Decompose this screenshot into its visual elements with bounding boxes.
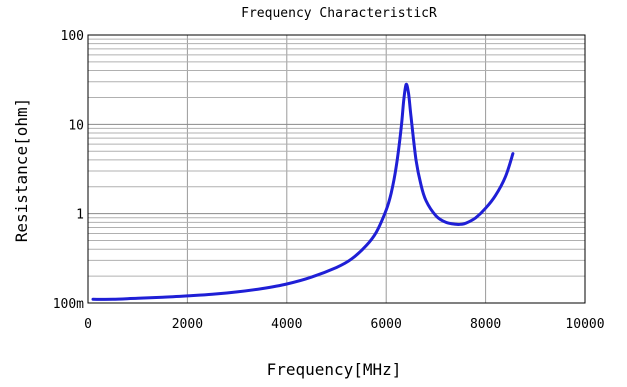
x-tick-labels: 0 2000 4000 6000 8000 10000 [84,317,604,332]
grid-lines [87,35,586,304]
x-tick-label: 6000 [371,317,402,332]
resistance-series-line [91,82,515,301]
x-tick-label: 10000 [565,317,604,332]
y-axis-label: Resistance[ohm] [12,98,31,243]
y-tick-label: 100m [53,297,84,312]
y-tick-label: 100 [61,29,84,44]
plot-frame [87,34,586,304]
x-tick-label: 0 [84,317,92,332]
y-tick-labels: 100m 1 10 100 [53,29,84,312]
y-tick-label: 10 [68,118,84,133]
x-tick-label: 2000 [172,317,203,332]
x-axis-label: Frequency[MHz] [267,360,402,379]
x-tick-label: 8000 [470,317,501,332]
y-tick-label: 1 [76,208,84,223]
series-layer [91,82,515,301]
x-tick-label: 4000 [271,317,302,332]
chart-title: Frequency CharacteristicR [241,6,437,21]
